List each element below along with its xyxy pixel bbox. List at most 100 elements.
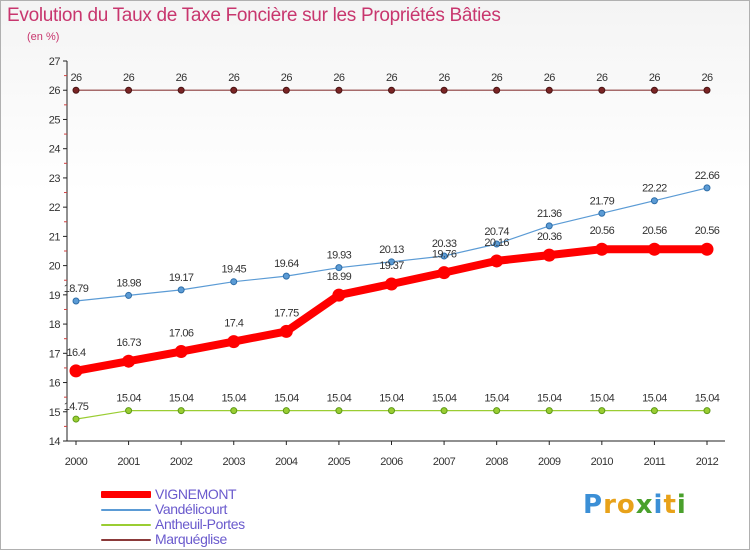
x-tick-label: 2002 [170,456,193,468]
data-label-marqueglise: 26 [544,72,556,84]
data-point-vandelicourt [598,209,606,217]
y-tick-label: 18 [49,319,61,331]
data-point-antheuil-portes [282,407,290,415]
data-point-marqueglise [335,86,343,94]
legend-label-vandelicourt: Vandélicourt [155,501,227,517]
data-point-antheuil-portes [545,407,553,415]
data-label-vignemont: 17.75 [274,307,299,319]
data-label-antheuil-portes: 15.04 [379,393,404,405]
y-tick-label: 16 [49,378,61,390]
data-label-antheuil-portes: 15.04 [274,393,299,405]
data-label-antheuil-portes: 15.04 [432,393,457,405]
data-point-vandelicourt [335,264,343,272]
legend-item-vandelicourt: Vandélicourt [101,502,341,517]
unit-label: (en %) [27,31,60,43]
legend-item-vignemont: VIGNEMONT [101,487,341,502]
data-point-antheuil-portes [72,415,80,423]
x-tick-label: 2001 [117,456,140,468]
data-point-antheuil-portes [388,407,395,415]
data-point-vignemont [647,242,661,256]
data-point-vignemont [700,242,714,256]
x-tick-label: 2011 [644,456,666,468]
data-label-vignemont: 20.56 [642,225,667,237]
logo-letter: x [635,490,654,520]
data-point-vignemont [332,288,346,302]
data-label-marqueglise: 26 [649,72,661,84]
data-label-marqueglise: 26 [491,72,503,84]
legend-label-antheuil-portes: Antheuil-Portes [155,516,245,532]
data-point-vandelicourt [72,297,80,305]
data-label-antheuil-portes: 15.04 [484,393,509,405]
data-point-marqueglise [230,86,238,94]
y-tick-label: 15 [49,407,61,419]
data-point-vignemont [122,354,136,368]
data-point-vandelicourt [493,240,501,248]
data-label-vignemont: 16.4 [66,347,85,359]
data-point-antheuil-portes [703,407,711,415]
logo-letter: P [583,490,604,520]
data-point-vignemont [490,254,504,268]
data-point-vandelicourt [650,197,658,205]
logo-letter: r [603,490,617,520]
data-label-vignemont: 19.37 [379,260,404,272]
data-point-antheuil-portes [177,407,185,415]
data-point-marqueglise [440,86,448,94]
data-label-vandelicourt: 18.79 [64,283,89,295]
y-tick-label: 17 [49,348,61,360]
data-point-marqueglise [177,86,185,94]
data-label-marqueglise: 26 [281,72,293,84]
logo-letter: o [616,490,636,520]
data-label-vandelicourt: 21.79 [590,195,615,207]
data-point-vandelicourt [545,222,553,230]
data-label-vandelicourt: 19.45 [221,264,246,276]
x-tick-label: 2000 [65,456,88,468]
data-point-marqueglise [388,86,395,94]
data-label-marqueglise: 26 [701,72,713,84]
data-label-vandelicourt: 19.17 [169,272,194,284]
logo-letter: i [653,490,664,520]
logo-letter: t [663,490,677,520]
x-tick-label: 2006 [380,456,403,468]
x-tick-label: 2004 [275,456,298,468]
data-label-antheuil-portes: 14.75 [64,401,89,413]
data-label-vignemont: 20.56 [695,225,720,237]
legend-swatch-vandelicourt [101,509,151,511]
data-label-vandelicourt: 22.22 [642,183,667,195]
data-label-vandelicourt: 22.66 [695,170,720,182]
data-label-vignemont: 17.06 [169,328,194,340]
data-point-marqueglise [703,86,711,94]
data-point-antheuil-portes [230,407,238,415]
y-tick-label: 24 [49,144,61,156]
data-point-vandelicourt [440,252,448,260]
legend-item-antheuil-portes: Antheuil-Portes [101,517,341,532]
data-point-vignemont [279,324,293,338]
data-point-vignemont [174,345,188,359]
y-tick-label: 21 [49,231,61,243]
data-label-marqueglise: 26 [596,72,608,84]
proxiti-logo: Proxiti [583,490,687,520]
data-point-antheuil-portes [335,407,343,415]
data-label-vignemont: 17.4 [224,318,243,330]
data-label-antheuil-portes: 15.04 [642,393,667,405]
legend-swatch-marqueglise [101,539,151,541]
data-point-vandelicourt [388,258,395,266]
data-point-antheuil-portes [493,407,501,415]
x-tick-label: 2010 [591,456,614,468]
data-point-vandelicourt [703,184,711,192]
data-point-vignemont [227,335,241,349]
legend-item-marqueglise: Marquéglise [101,532,341,547]
data-label-vandelicourt: 20.33 [432,238,457,250]
legend-label-vignemont: VIGNEMONT [155,486,237,502]
data-point-marqueglise [72,86,80,94]
data-label-vandelicourt: 21.36 [537,208,562,220]
data-point-vandelicourt [177,286,185,294]
data-point-antheuil-portes [125,407,133,415]
data-label-antheuil-portes: 15.04 [221,393,246,405]
data-label-vignemont: 20.16 [484,237,509,249]
data-label-marqueglise: 26 [228,72,240,84]
data-label-marqueglise: 26 [439,72,451,84]
x-tick-label: 2008 [485,456,508,468]
data-label-vignemont: 20.56 [590,225,615,237]
data-label-marqueglise: 26 [176,72,188,84]
